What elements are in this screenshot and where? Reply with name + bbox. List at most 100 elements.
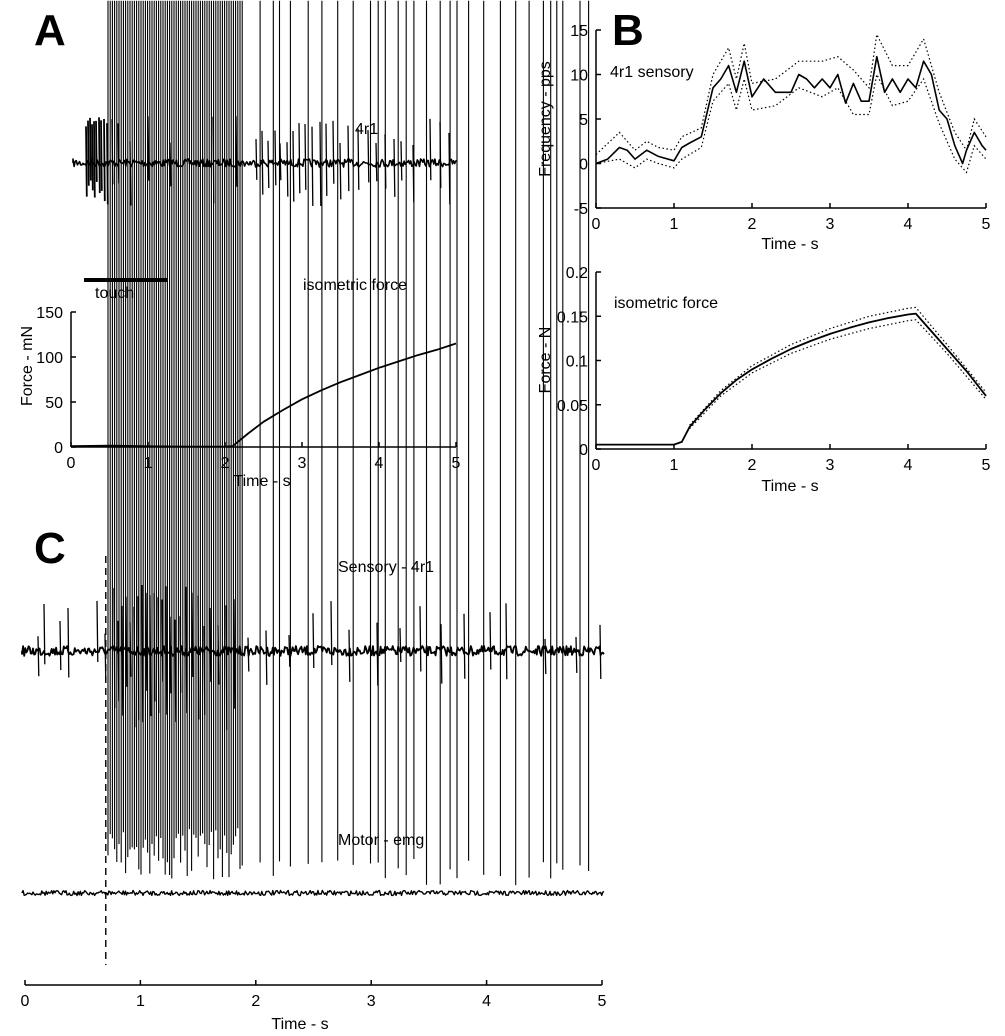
a-force-y-tick-label: 100 bbox=[36, 350, 63, 367]
spike bbox=[89, 117, 92, 181]
force-title-b: isometric force bbox=[614, 295, 718, 312]
b-force-x-tick-label: 1 bbox=[670, 457, 679, 474]
sensory-trace-label: Sensory - 4r1 bbox=[338, 559, 434, 576]
sensory-spike bbox=[575, 637, 578, 673]
spike bbox=[279, 143, 282, 181]
sensory-spike bbox=[544, 638, 547, 675]
sensory-spike bbox=[265, 630, 268, 685]
frequency-lower-bound bbox=[595, 72, 987, 174]
spike bbox=[267, 140, 270, 189]
motor-emg-trace bbox=[21, 0, 605, 897]
sensory-spike bbox=[233, 599, 236, 709]
b-freq-x-tick-label: 5 bbox=[982, 216, 991, 233]
sensory-spike bbox=[165, 586, 168, 715]
c-x-tick-label: 2 bbox=[251, 993, 260, 1010]
spike bbox=[98, 117, 101, 194]
sensory-spike bbox=[348, 629, 351, 682]
force-lower-bound-b bbox=[689, 319, 987, 430]
sensory-spike bbox=[399, 628, 402, 663]
b-force-x-tick-label: 5 bbox=[982, 457, 991, 474]
sensory-spike bbox=[96, 600, 99, 662]
a-force-y-axis-label: Force - mN bbox=[19, 326, 36, 406]
sensory-spike bbox=[505, 603, 508, 680]
b-force-x-tick-label: 0 bbox=[592, 457, 601, 474]
c-x-tick-label: 4 bbox=[482, 993, 491, 1010]
sensory-spike bbox=[43, 604, 46, 665]
sensory-spike bbox=[489, 612, 492, 670]
b-force-y-tick-label: 0 bbox=[579, 442, 588, 459]
b-force-x-tick-label: 4 bbox=[904, 457, 913, 474]
a-force-x-tick-label: 4 bbox=[375, 455, 384, 472]
spike bbox=[429, 118, 432, 181]
b-freq-x-tick-label: 4 bbox=[904, 216, 913, 233]
force-mean-line-b bbox=[596, 312, 987, 446]
unit-label-4r1: 4r1 bbox=[355, 121, 378, 138]
spike bbox=[393, 138, 396, 197]
b-freq-x-tick-label: 0 bbox=[592, 216, 601, 233]
b-force-x-axis-label: Time - s bbox=[761, 478, 818, 495]
spike bbox=[274, 130, 277, 186]
sensory-spike bbox=[288, 635, 291, 667]
b-freq-y-tick-label: 10 bbox=[570, 68, 588, 85]
sensory-spike bbox=[67, 608, 70, 678]
spike bbox=[95, 120, 98, 182]
force-chart-b: 0 1 2 3 4 5 0 0.05 0.1 0.15 0.2 Time - s Force - N bbox=[537, 265, 991, 495]
sensory-spike bbox=[59, 620, 62, 671]
b-force-y-tick-label: 0.2 bbox=[566, 265, 588, 282]
a-force-x-tick-label: 0 bbox=[67, 455, 76, 472]
sensory-spike bbox=[121, 605, 124, 716]
sensory-spike bbox=[209, 607, 212, 682]
c-x-axis-label: Time - s bbox=[271, 1016, 328, 1033]
a-force-x-tick-label: 5 bbox=[452, 455, 461, 472]
spike bbox=[261, 130, 264, 195]
b-freq-y-tick-label: 5 bbox=[579, 112, 588, 129]
frequency-upper-bound bbox=[595, 32, 987, 156]
a-force-y-tick-label: 0 bbox=[54, 440, 63, 457]
a-force-y-tick-label: 50 bbox=[45, 395, 63, 412]
panel-c: Sensory - 4r1 Motor - emg 0 1 2 3 4 5 Time - s bbox=[21, 0, 607, 1033]
b-force-y-tick-label: 0.1 bbox=[566, 354, 588, 371]
spike bbox=[100, 120, 103, 191]
spike bbox=[87, 120, 90, 186]
force-upper-bound-b bbox=[689, 306, 987, 426]
time-axis-c: 0 1 2 3 4 5 Time - s bbox=[21, 980, 607, 1033]
sensory-spike bbox=[463, 613, 466, 679]
a-force-y-tick-label: 150 bbox=[36, 305, 63, 322]
b-freq-x-tick-label: 2 bbox=[748, 216, 757, 233]
sensory-trace-4r1 bbox=[21, 584, 605, 731]
force-title-a: isometric force bbox=[303, 277, 407, 294]
sensory-frequency-label: 4r1 sensory bbox=[610, 64, 694, 81]
spike bbox=[347, 125, 350, 192]
b-freq-x-tick-label: 3 bbox=[826, 216, 835, 233]
b-freq-y-tick-label: 0 bbox=[579, 157, 588, 174]
a-force-x-axis-label: Time - s bbox=[233, 473, 290, 490]
spike bbox=[311, 126, 314, 207]
spike bbox=[367, 130, 370, 183]
sensory-spike bbox=[419, 606, 422, 672]
spike bbox=[103, 119, 106, 202]
b-force-x-tick-label: 2 bbox=[748, 457, 757, 474]
a-force-x-tick-label: 3 bbox=[298, 455, 307, 472]
panel-letter-a: A bbox=[34, 6, 66, 55]
spike bbox=[292, 130, 295, 202]
motor-trace-baseline bbox=[21, 889, 605, 897]
spike bbox=[325, 123, 328, 196]
spike bbox=[357, 128, 360, 190]
b-force-y-tick-label: 0.15 bbox=[557, 309, 588, 326]
spike bbox=[93, 121, 96, 198]
motor-trace-label: Motor - emg bbox=[338, 832, 424, 849]
c-x-tick-label: 5 bbox=[598, 993, 607, 1010]
c-x-tick-label: 3 bbox=[367, 993, 376, 1010]
b-force-y-tick-label: 0.05 bbox=[557, 398, 588, 415]
spike bbox=[400, 141, 403, 181]
spike bbox=[319, 121, 322, 206]
spike bbox=[91, 124, 94, 191]
sensory-spike bbox=[440, 624, 443, 684]
spike-trace-4r1 bbox=[72, 116, 458, 207]
b-freq-y-tick-label: -5 bbox=[574, 201, 588, 218]
panel-letter-c: C bbox=[34, 524, 66, 573]
b-freq-y-axis-label: Frequency - pps bbox=[537, 61, 554, 177]
b-freq-y-tick-label: 15 bbox=[570, 23, 588, 40]
